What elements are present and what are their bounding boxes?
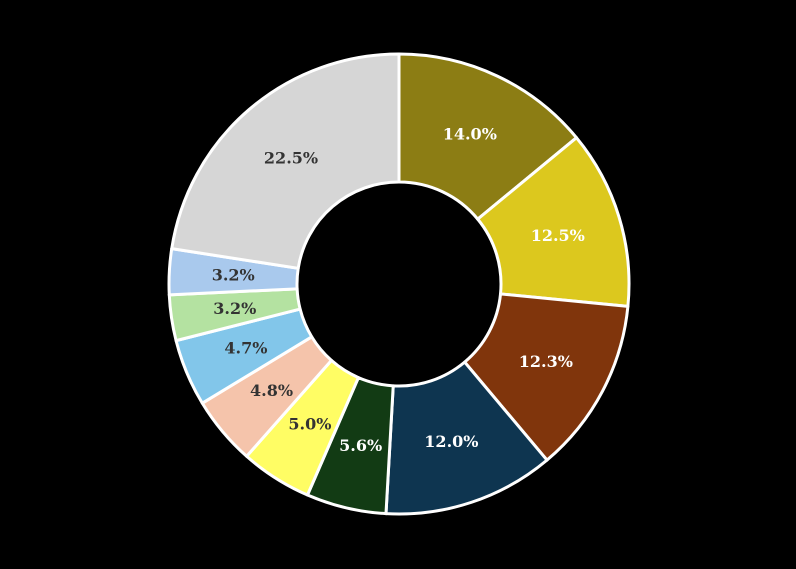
slice-label-9: 3.2% xyxy=(213,299,256,318)
slice-label-10: 3.2% xyxy=(212,266,255,285)
slice-label-2: 12.5% xyxy=(531,226,585,245)
slice-label-5: 5.6% xyxy=(339,436,382,455)
donut-slice-1 xyxy=(397,52,578,221)
donut-slices xyxy=(167,52,631,516)
slice-label-6: 5.0% xyxy=(288,415,331,434)
slice-label-3: 12.3% xyxy=(519,352,573,371)
donut-slice-2 xyxy=(476,136,631,308)
slice-label-7: 4.8% xyxy=(250,381,293,400)
donut-slice-3 xyxy=(463,292,630,462)
slice-labels: 14.0% 12.5% 12.3% 12.0% 5.6% 5.0% 4.8% 4.7% 3.2%… xyxy=(212,124,585,455)
slice-label-8: 4.7% xyxy=(224,339,267,358)
slice-label-4: 12.0% xyxy=(424,432,478,451)
slice-label-1: 14.0% xyxy=(443,124,497,143)
slice-label-11: 22.5% xyxy=(264,148,318,167)
donut-slice-11 xyxy=(170,52,401,270)
